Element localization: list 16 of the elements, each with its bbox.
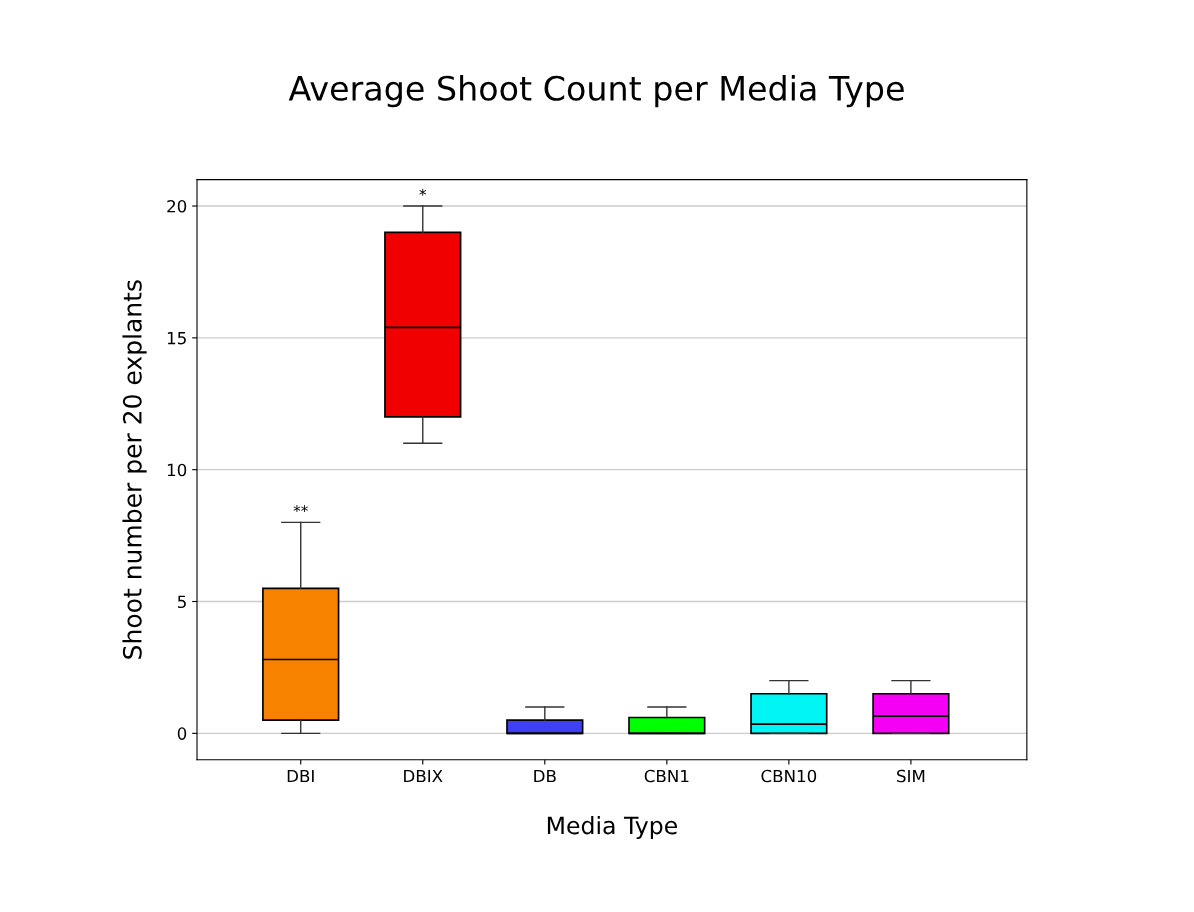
annotation: ** [293, 505, 308, 513]
x-axis-title: Media Type [547, 816, 677, 839]
y-tick-label: 20 [167, 199, 187, 213]
annotation: * [419, 188, 427, 196]
x-tick-label: CBN1 [644, 769, 689, 783]
y-tick-label: 0 [177, 727, 187, 740]
y-tick-label: 15 [167, 332, 186, 345]
x-tick-label: DBIX [404, 769, 443, 783]
x-tick-label: SIM [897, 769, 925, 783]
chart-title: Average Shoot Count per Media Type [288, 75, 904, 108]
x-tick-label: DBI [287, 769, 314, 783]
y-axis-title: Shoot number per 20 explants [122, 280, 147, 659]
x-tick-label: DB [534, 769, 556, 783]
y-tick-label: 5 [177, 595, 186, 609]
y-tick-label: 10 [167, 463, 187, 477]
x-tick-label: CBN10 [761, 769, 817, 783]
